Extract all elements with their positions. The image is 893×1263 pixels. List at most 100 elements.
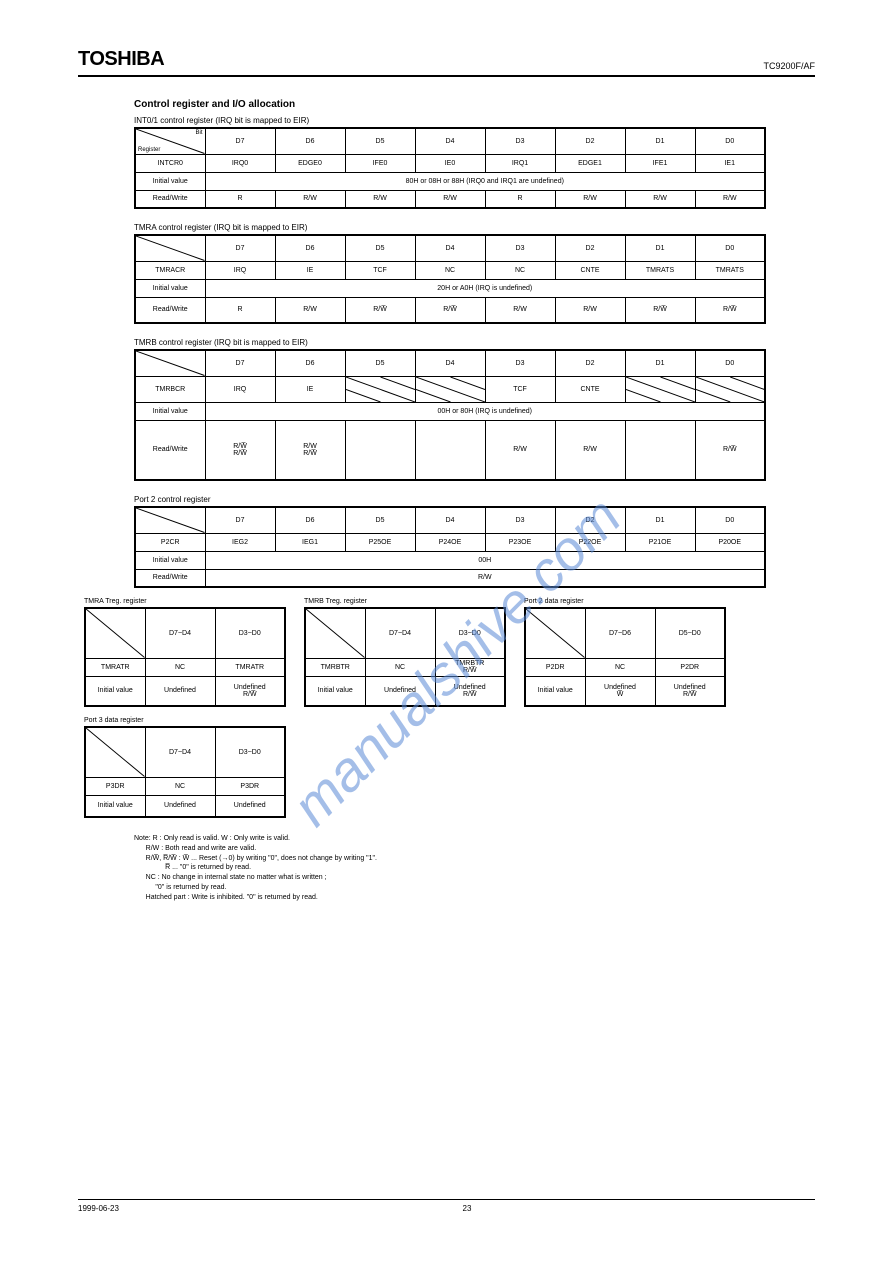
col-d5: D5: [345, 128, 415, 154]
cell: NC: [585, 658, 655, 676]
cell: R/W̅: [695, 420, 765, 480]
cell: R/W: [415, 190, 485, 208]
row-reg: P2CR: [135, 533, 205, 551]
col: D1: [625, 350, 695, 376]
cell: IFE0: [345, 154, 415, 172]
cell: IRQ: [205, 261, 275, 279]
row-reg: P3DR: [85, 777, 145, 795]
tmra-caption: TMRA control register (IRQ bit is mapped…: [134, 223, 815, 232]
col: D3~D0: [435, 608, 505, 658]
hatched-cell: [345, 376, 415, 402]
cell: IEG2: [205, 533, 275, 551]
diag-header: [305, 608, 365, 658]
cell: IE0: [415, 154, 485, 172]
row-reg: P2DR: [525, 658, 585, 676]
row-reg: Initial value: [135, 279, 205, 297]
cell: IEG1: [275, 533, 345, 551]
col: D3~D0: [215, 727, 285, 777]
cell: P25OE: [345, 533, 415, 551]
col: D5: [345, 507, 415, 533]
footnote-line: NC : No change in internal state no matt…: [134, 873, 815, 883]
cell: R/W: [625, 190, 695, 208]
cell: TMRATS: [625, 261, 695, 279]
cell: CNTE: [555, 261, 625, 279]
cell: Undefined W̅: [585, 676, 655, 706]
footnote-line: R/W̅, R̅/W̅ : W̅ ... Reset (→0) by writi…: [134, 854, 815, 864]
cell: R/W̅: [625, 297, 695, 323]
diag-header: [135, 235, 205, 261]
diag-header: [85, 608, 145, 658]
col-d4: D4: [415, 128, 485, 154]
footer-date: 1999-06-23: [78, 1204, 119, 1213]
cell: R: [205, 297, 275, 323]
port2-table: D7 D6 D5 D4 D3 D2 D1 D0 P2CR IEG2 IEG1 P…: [134, 506, 766, 588]
cell: NC: [415, 261, 485, 279]
col: D7: [205, 507, 275, 533]
row-reg: TMRACR: [135, 261, 205, 279]
cell: IE1: [695, 154, 765, 172]
cell: P20OE: [695, 533, 765, 551]
cell: TCF: [485, 376, 555, 402]
cell: [345, 420, 415, 480]
row-reg: Read/Write: [135, 420, 205, 480]
col: D7~D4: [145, 608, 215, 658]
cell: P24OE: [415, 533, 485, 551]
cell: Undefined R/W̅: [215, 676, 285, 706]
col: D7~D4: [145, 727, 215, 777]
brand-logo: TOSHIBA: [78, 48, 164, 71]
cell: IE: [275, 376, 345, 402]
cell: NC: [485, 261, 555, 279]
diag-header: [525, 608, 585, 658]
col-d3: D3: [485, 128, 555, 154]
p3dr-table: D7~D4D3~D0 P3DRNCP3DR Initial valueUndef…: [84, 726, 286, 818]
col-d1: D1: [625, 128, 695, 154]
col: D1: [625, 235, 695, 261]
col-d2: D2: [555, 128, 625, 154]
col: D3: [485, 507, 555, 533]
diag-header: [135, 507, 205, 533]
cell: R/W̅ R/W̅: [205, 420, 275, 480]
section-title: Control register and I/O allocation: [134, 99, 815, 110]
hatched-cell: [415, 376, 485, 402]
col-lower: Register: [138, 147, 160, 153]
row-reg: TMRATR: [85, 658, 145, 676]
stbl-caption: Port 3 data register: [84, 717, 815, 724]
col: D6: [275, 235, 345, 261]
cell: R/W: [275, 297, 345, 323]
cell: IRQ0: [205, 154, 275, 172]
tmra-treg-table: D7~D4D3~D0 TMRATRNCTMRATR Initial valueU…: [84, 607, 286, 707]
cell: R/W̅: [695, 297, 765, 323]
tmrb-table: D7 D6 D5 D4 D3 D2 D1 D0 TMRBCR IRQ IE TC…: [134, 349, 766, 481]
col: D6: [275, 507, 345, 533]
p2dr-table: D7~D6D5~D0 P2DRNCP2DR Initial valueUndef…: [524, 607, 726, 707]
small-tables-row: TMRA Treg. register D7~D4D3~D0 TMRATRNCT…: [84, 598, 815, 707]
row-reg: Initial value: [85, 676, 145, 706]
cell-span: 00H: [205, 551, 765, 569]
cell: P2DR: [655, 658, 725, 676]
cell: IRQ1: [485, 154, 555, 172]
row-reg: Initial value: [135, 402, 205, 420]
cell: R/W: [695, 190, 765, 208]
cell: TMRATS: [695, 261, 765, 279]
cell: TMRATR: [215, 658, 285, 676]
col-upper: Bit: [195, 130, 202, 136]
footer: 1999-06-23 23: [78, 1199, 815, 1213]
cell: P23OE: [485, 533, 555, 551]
cell: CNTE: [555, 376, 625, 402]
cell: TMRBTR R/W̅: [435, 658, 505, 676]
cell-span: 00H or 80H (IRQ is undefined): [205, 402, 765, 420]
diag-header: Bit Register: [135, 128, 205, 154]
row-reg: Initial value: [135, 551, 205, 569]
tmrb-caption: TMRB control register (IRQ bit is mapped…: [134, 338, 815, 347]
cell: NC: [145, 658, 215, 676]
cell: Undefined R/W̅: [655, 676, 725, 706]
col: D5~D0: [655, 608, 725, 658]
cell: IRQ: [205, 376, 275, 402]
row-reg: Initial value: [525, 676, 585, 706]
cell-span: R/W: [205, 569, 765, 587]
cell: Undefined R/W̅: [435, 676, 505, 706]
col: D5: [345, 350, 415, 376]
row-reg: TMRBCR: [135, 376, 205, 402]
col: D7~D6: [585, 608, 655, 658]
footnote-line: R̅ ... "0" is returned by read.: [134, 863, 815, 873]
